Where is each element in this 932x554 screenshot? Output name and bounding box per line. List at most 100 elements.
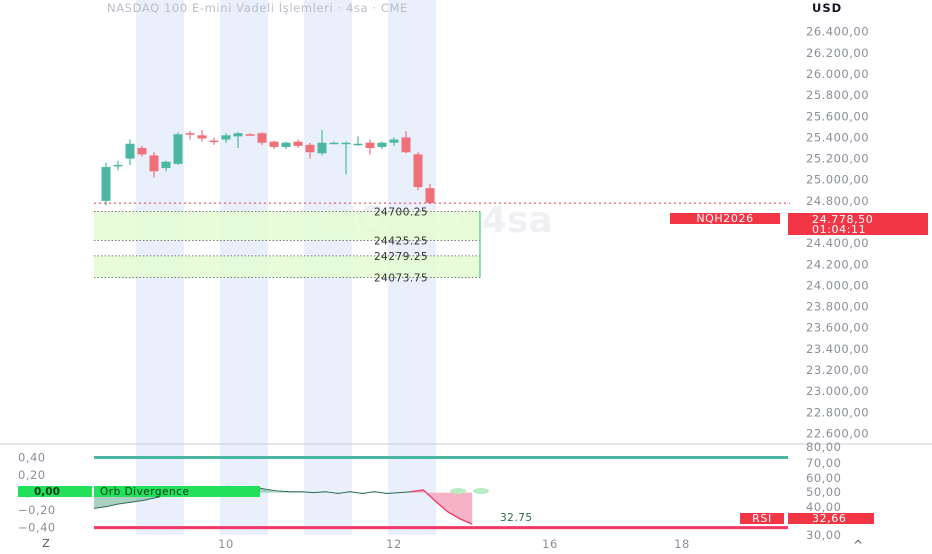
candle[interactable] [257,132,267,145]
orb-zone-bottom-label: 24073.75 [374,273,428,285]
price-tick-label: 23.600,00 [806,321,869,335]
candles [101,130,435,206]
candle-body [353,143,363,146]
candle-body [101,167,111,201]
candle-body [293,141,303,146]
candle-body [413,154,423,188]
candle-body [245,134,255,136]
candle-body [389,139,399,143]
candle[interactable] [353,136,363,146]
candle[interactable] [197,130,207,142]
orb-dot [473,488,489,494]
candle-body [173,134,183,164]
candle[interactable] [293,139,303,148]
orb-value-badge: 0,00 [18,486,92,498]
candle[interactable] [209,137,219,145]
price-tick-label: 25.800,00 [806,88,869,102]
rsi-tick-label: 60,00 [806,471,841,485]
price-tag-countdown: 01:04:11 [812,223,866,236]
orb-name-label: Orb Divergence [100,486,189,498]
time-tick-label: 10 [218,537,234,550]
candle[interactable] [413,152,423,191]
candle[interactable] [173,132,183,165]
candle[interactable] [389,137,399,146]
candle[interactable] [425,183,435,205]
candle[interactable] [149,152,159,178]
candle[interactable] [317,130,327,156]
candle-body [233,133,243,137]
candle[interactable] [125,139,135,165]
candle[interactable] [341,141,351,175]
rsi-pane-value: 32.75 [500,512,533,524]
candle[interactable] [329,141,339,145]
price-tick-label: 26.400,00 [806,25,869,39]
price-tick-label: 22.600,00 [806,426,869,440]
candle[interactable] [185,131,195,140]
price-tag-value: 24.778,50 [812,213,873,226]
orb-tick-label: 0,40 [18,451,46,465]
price-axis: 22.600,00 22.800,00 23.000,00 23.200,00 23.4… [806,4,869,441]
scroll-up-button[interactable]: ^ [853,538,863,552]
price-tick-label: 23.800,00 [806,300,869,314]
rsi-tick-label: 30,00 [806,528,841,542]
price-tick-label: 25.200,00 [806,152,869,166]
symbol-tag-label: NQH2026 [696,212,753,225]
price-tick-label: 25.400,00 [806,130,869,144]
rsi-tick-label: 80,00 [806,440,841,454]
candle[interactable] [101,162,111,206]
price-tag: 24.778,50 01:04:11 [788,213,928,236]
orb-zone-bottom-label: 24425.25 [374,235,428,247]
price-tick-label: 26.000,00 [806,67,869,81]
candle-body [317,142,327,154]
price-tick-label: 25.000,00 [806,173,869,187]
orb-area-negative [411,489,473,525]
candle[interactable] [305,142,315,159]
candle[interactable] [233,132,243,148]
candle-body [305,144,315,153]
scroll-left-button[interactable]: Z [42,537,50,550]
candle[interactable] [113,160,123,171]
orb-zone-top-label: 24279.25 [374,251,428,263]
candle-body [365,142,375,148]
orb-value-label: 0,00 [34,486,60,498]
rsi-tick-label: 50,00 [806,485,841,499]
candle[interactable] [245,133,255,136]
orb-name-badge[interactable]: Orb Divergence [94,486,260,498]
candle[interactable] [137,145,147,157]
price-tick-label: 24.400,00 [806,236,869,250]
candle[interactable] [401,131,411,154]
candle-body [257,133,267,143]
price-tick-label: 25.600,00 [806,109,869,123]
rsi-tick-label: 40,00 [806,500,841,514]
candle-body [425,188,435,203]
chart-title: NASDAQ 100 E-mini Vadeli İşlemleri · 4sa… [107,0,408,15]
candle[interactable] [365,139,375,155]
time-tick-label: 16 [542,537,558,550]
candle[interactable] [377,141,387,150]
currency-label[interactable]: USD [812,1,842,15]
candle-body [221,135,231,140]
price-tick-label: 22.800,00 [806,405,869,419]
candle-body [149,155,159,172]
candle-body [125,143,135,159]
orb-tick-label: 0,20 [18,468,46,482]
candle-body [161,161,171,169]
candle-body [197,135,207,139]
price-tick-label: 26.200,00 [806,46,869,60]
price-tick-label: 24.200,00 [806,257,869,271]
candle-body [281,142,291,147]
candle-body [113,164,123,167]
orb-tick-label: −0,20 [18,503,56,517]
candle-body [185,133,195,135]
candle[interactable] [161,160,171,172]
orb-zone-top-label: 24700.25 [374,206,428,218]
candle[interactable] [281,141,291,150]
rsi-value-tag: 32,66 [788,512,874,525]
candle[interactable] [269,140,279,150]
price-tick-label: 24.000,00 [806,278,869,292]
candle[interactable] [221,133,231,143]
orb-zone-1 [94,255,480,278]
